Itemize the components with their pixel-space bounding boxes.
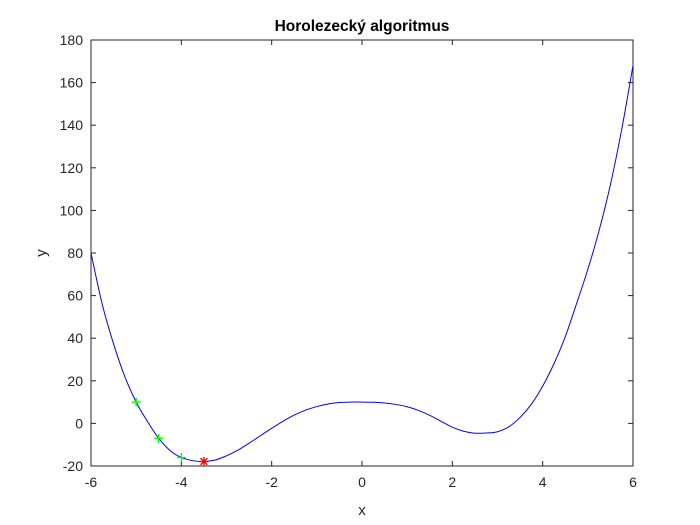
x-tick-label: 2 (448, 474, 456, 490)
y-tick-label: 40 (67, 330, 83, 346)
x-tick-label: -6 (85, 474, 98, 490)
y-tick-label: 20 (67, 373, 83, 389)
x-tick-label: 6 (629, 474, 637, 490)
step-point-marker (154, 433, 164, 443)
y-axis-ticks: -20 0 20 40 60 80 100 120 140 160 180 (60, 32, 633, 474)
y-tick-label: 80 (67, 245, 83, 261)
x-tick-label: -4 (175, 474, 188, 490)
x-tick-label: 0 (358, 474, 366, 490)
step-point-marker (176, 452, 186, 462)
y-tick-label: 0 (75, 415, 83, 431)
chart-title: Horolezecký algoritmus (275, 18, 450, 35)
y-tick-label: 100 (60, 202, 84, 218)
step-point-marker (131, 397, 141, 407)
x-tick-label: 4 (539, 474, 547, 490)
y-tick-label: 120 (60, 160, 84, 176)
series-layer (91, 65, 633, 467)
y-tick-label: 140 (60, 117, 84, 133)
x-tick-label: -2 (265, 474, 278, 490)
y-tick-label: 180 (60, 32, 84, 48)
y-tick-label: 160 (60, 75, 84, 91)
y-tick-label: -20 (63, 458, 83, 474)
y-axis-label: y (33, 249, 50, 257)
x-axis-ticks: -6 -4 -2 0 2 4 6 (85, 40, 637, 490)
final-point-marker (199, 457, 209, 467)
y-tick-label: 60 (67, 288, 83, 304)
x-axis-label: x (358, 502, 366, 519)
